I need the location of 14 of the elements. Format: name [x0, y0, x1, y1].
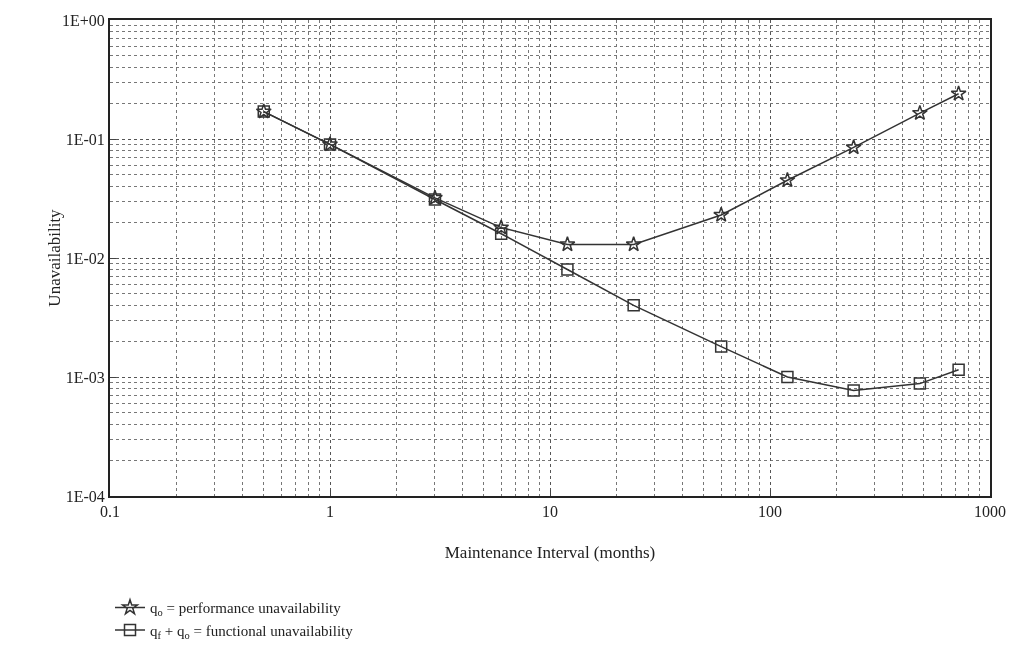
- x-tick-label: 1: [326, 503, 334, 521]
- x-tick-label: 100: [758, 503, 782, 521]
- y-tick-label: 1E-02: [65, 249, 105, 267]
- legend-label: q$_{f}$ + q$_{o}$ = functional unavailability: [150, 622, 354, 641]
- x-tick-label: 0.1: [100, 503, 120, 521]
- y-axis-title: Unavailability: [44, 208, 64, 307]
- y-tick-label: 1E-04: [65, 487, 105, 505]
- x-axis-title: Maintenance Interval (months): [444, 543, 656, 562]
- y-tick-label: 1E+00: [62, 11, 105, 29]
- y-tick-label: 1E-03: [65, 368, 105, 386]
- x-tick-label: 1000: [974, 503, 1006, 521]
- y-tick-label: 1E-01: [65, 130, 105, 148]
- legend-label: q$_{o}$ = performance unavailability: [150, 600, 342, 619]
- x-tick-label: 10: [542, 503, 558, 521]
